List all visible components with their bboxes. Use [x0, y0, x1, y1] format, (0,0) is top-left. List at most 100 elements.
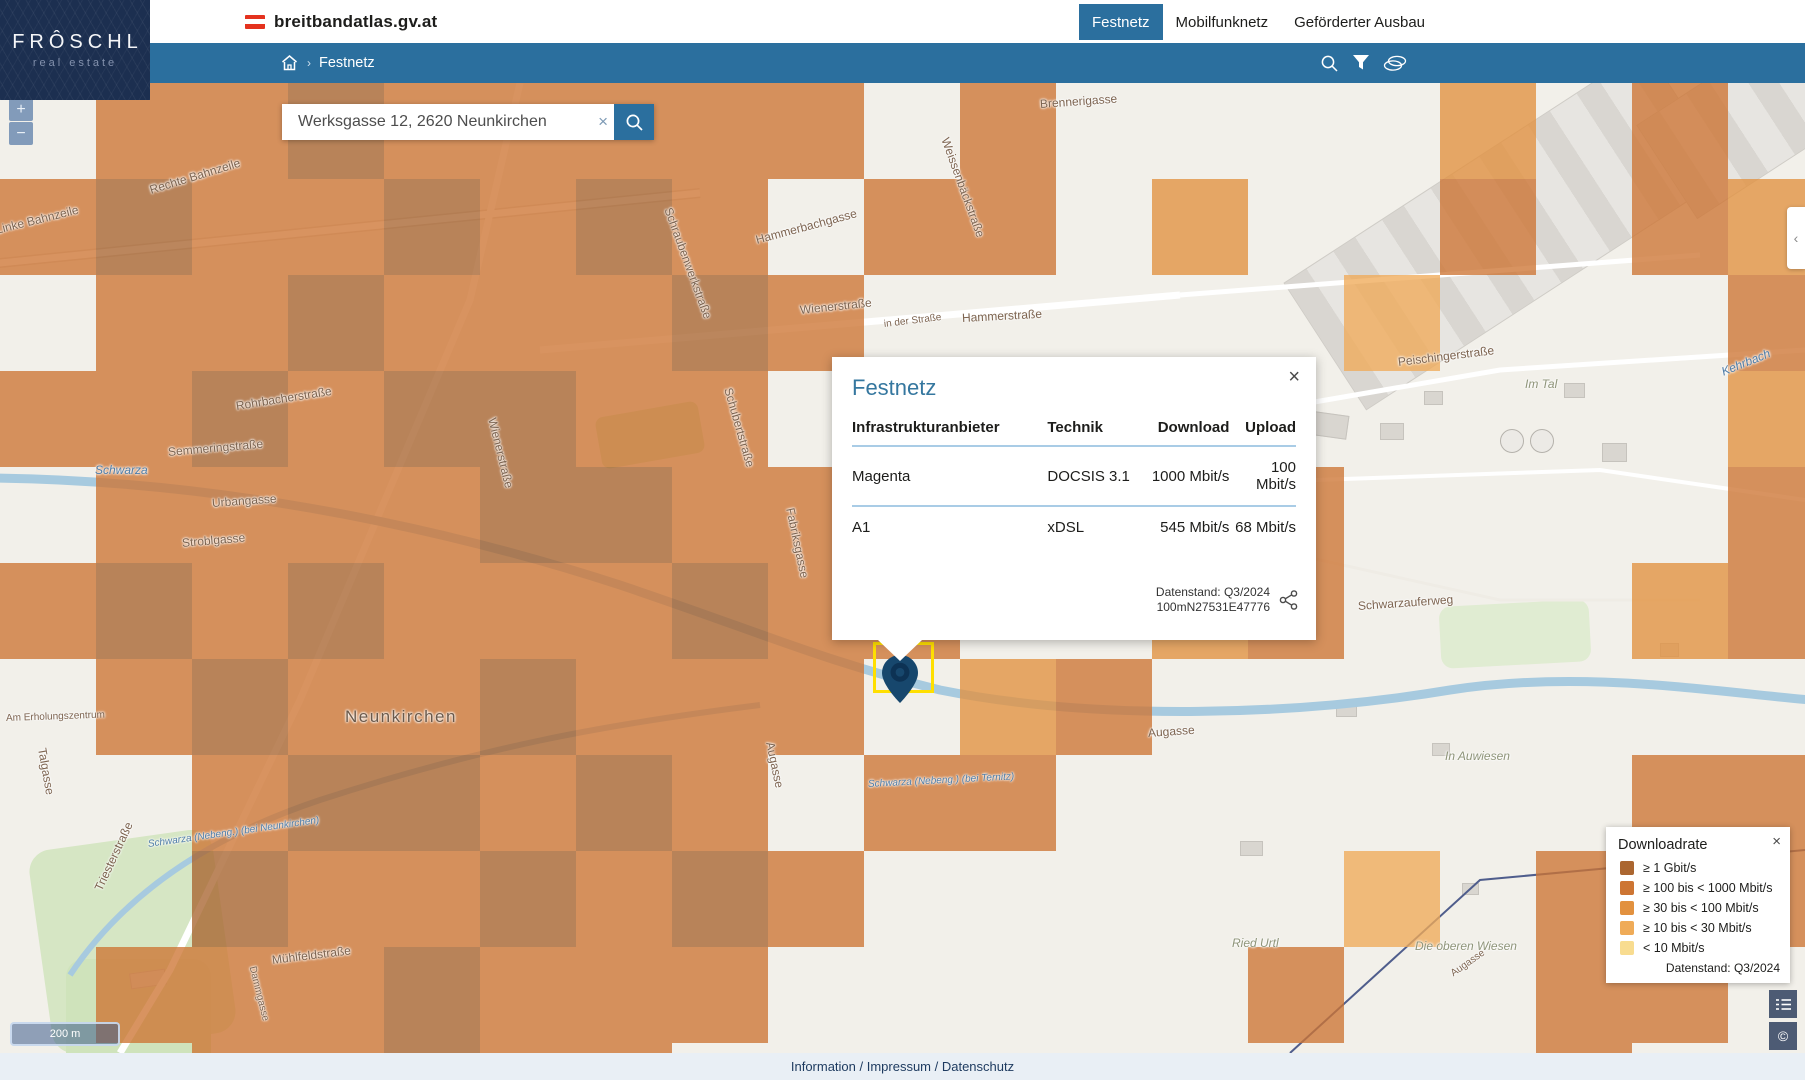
coverage-cell — [288, 659, 384, 755]
coverage-cell — [288, 275, 384, 371]
legend-swatch — [1620, 861, 1634, 875]
coverage-cell — [672, 179, 768, 275]
zoom-out-button[interactable]: − — [9, 122, 33, 145]
coverage-cell — [576, 371, 672, 467]
coverage-cell — [672, 659, 768, 755]
zoom-controls: + − — [9, 98, 33, 145]
popup-close-icon[interactable]: × — [1288, 366, 1300, 388]
table-row: A1 xDSL 545 Mbit/s 68 Mbit/s — [852, 506, 1296, 548]
coverage-cell — [192, 467, 288, 563]
download-value: 1000 Mbit/s — [1149, 446, 1230, 507]
search-submit-button[interactable] — [614, 104, 654, 140]
col-upload: Upload — [1229, 413, 1296, 447]
coverage-cell — [384, 371, 480, 467]
map-corner-buttons: © — [1769, 990, 1797, 1050]
coverage-cell — [1152, 179, 1248, 275]
legend-label: ≥ 30 bis < 100 Mbit/s — [1643, 901, 1759, 915]
scale-bar: 200 m — [10, 1022, 120, 1046]
col-technik: Technik — [1047, 413, 1150, 447]
coverage-cell — [384, 851, 480, 947]
coverage-cell — [480, 755, 576, 851]
chevron-left-icon: ‹ — [1793, 230, 1799, 246]
building — [1602, 443, 1627, 462]
festnetz-popup: × Festnetz Infrastrukturanbieter Technik… — [832, 357, 1316, 661]
coverage-cell — [864, 179, 960, 275]
coverage-cell — [576, 275, 672, 371]
austria-flag-icon — [245, 14, 265, 29]
coverage-cell — [576, 659, 672, 755]
filter-icon[interactable] — [1352, 54, 1370, 72]
coverage-cell — [768, 83, 864, 179]
col-download: Download — [1149, 413, 1230, 447]
scale-label: 200 m — [49, 1028, 81, 1040]
legend-title: Downloadrate — [1618, 837, 1708, 853]
coverage-cell — [384, 179, 480, 275]
side-panel-toggle[interactable]: ‹ — [1787, 207, 1805, 269]
coverage-cell — [480, 659, 576, 755]
legend-toggle-button[interactable] — [1769, 990, 1797, 1018]
coverage-cell — [576, 179, 672, 275]
coverage-cell — [192, 563, 288, 659]
coverage-cell — [192, 851, 288, 947]
coverage-cell — [480, 947, 576, 1043]
legend-item: < 10 Mbit/s — [1620, 941, 1780, 955]
layers-icon[interactable] — [1383, 54, 1407, 72]
building — [1424, 391, 1443, 405]
legend-swatch — [1620, 881, 1634, 895]
coverage-cell — [192, 755, 288, 851]
attribution-button[interactable]: © — [1769, 1022, 1797, 1050]
coverage-cell — [960, 659, 1056, 755]
coverage-cell — [768, 851, 864, 947]
search-input[interactable] — [282, 104, 614, 140]
tab-mobilfunknetz[interactable]: Mobilfunknetz — [1175, 13, 1269, 31]
coverage-cell — [96, 659, 192, 755]
coverage-cell — [192, 83, 288, 179]
coverage-cell — [96, 371, 192, 467]
coverage-cell — [576, 563, 672, 659]
coverage-cell — [288, 1043, 384, 1053]
map-canvas[interactable]: Rechte Bahnzeile Linke Bahnzeile Brennerig… — [0, 83, 1805, 1053]
coverage-cell — [480, 275, 576, 371]
coverage-cell — [480, 371, 576, 467]
coverage-cell — [96, 467, 192, 563]
main-nav: Festnetz Mobilfunknetz Geförderter Ausba… — [1079, 0, 1438, 43]
cell-id: 100mN27531E47776 — [1156, 600, 1270, 615]
coverage-cell — [1440, 179, 1536, 275]
search-icon[interactable] — [1320, 54, 1339, 73]
coverage-cell — [384, 659, 480, 755]
tab-festnetz[interactable]: Festnetz — [1079, 4, 1163, 40]
table-row: Magenta DOCSIS 3.1 1000 Mbit/s 100 Mbit/… — [852, 446, 1296, 507]
legend-close-icon[interactable]: × — [1772, 833, 1781, 850]
coverage-cell — [192, 371, 288, 467]
froeschl-logo: FRÔSCHL real estate — [0, 0, 150, 100]
coverage-cell — [672, 851, 768, 947]
coverage-cell — [576, 467, 672, 563]
share-icon[interactable] — [1278, 589, 1300, 611]
coverage-cell — [1248, 947, 1344, 1043]
tab-gefoerderter-ausbau[interactable]: Geförderter Ausbau — [1294, 13, 1426, 31]
site-brand[interactable]: breitbandatlas.gv.at — [245, 0, 437, 43]
breadcrumb-current: Festnetz — [319, 55, 375, 71]
coverage-cell — [1728, 467, 1805, 563]
coverage-cell — [192, 659, 288, 755]
coverage-cell — [960, 83, 1056, 179]
breadcrumb: › Festnetz — [280, 43, 375, 83]
breadcrumb-separator: › — [307, 56, 311, 70]
footer-links[interactable]: Information / Impressum / Datenschutz — [790, 1059, 1015, 1074]
clear-search-icon[interactable]: × — [598, 112, 608, 131]
coverage-cell — [1728, 275, 1805, 371]
search-icon — [626, 114, 643, 131]
coverage-cell — [384, 1043, 480, 1053]
coverage-cell — [288, 467, 384, 563]
coverage-cell — [768, 275, 864, 371]
home-icon[interactable] — [280, 54, 299, 72]
coverage-cell — [1632, 83, 1728, 179]
popup-callout-arrow — [878, 640, 922, 661]
technology: xDSL — [1047, 519, 1085, 536]
coverage-cell — [672, 755, 768, 851]
zoom-in-button[interactable]: + — [9, 98, 33, 121]
coverage-cell — [96, 179, 192, 275]
coverage-cell — [1344, 851, 1440, 947]
coverage-cell — [1536, 1043, 1632, 1053]
coverage-cell — [0, 563, 96, 659]
